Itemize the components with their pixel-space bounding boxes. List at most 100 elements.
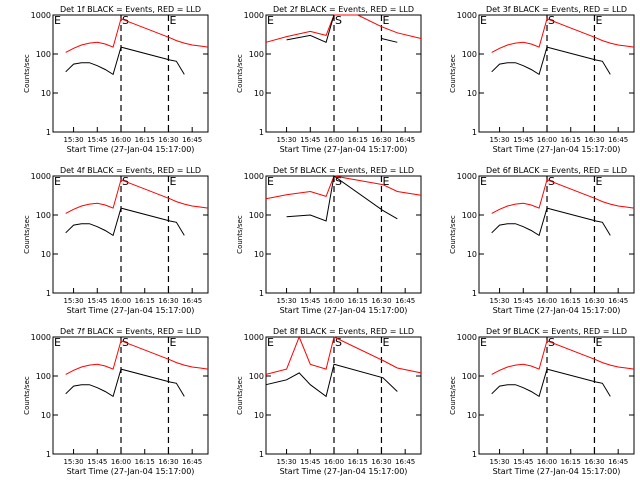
y-tick-label: 1: [259, 128, 264, 137]
x-axis-label: Start Time (27-Jan-04 15:17:00): [67, 306, 195, 315]
x-tick-label: 15:45: [300, 136, 320, 144]
y-tick-label: 100: [462, 50, 477, 59]
x-axis-label: Start Time (27-Jan-04 15:17:00): [493, 145, 621, 154]
panel-title: Det 8f BLACK = Events, RED = LLD: [273, 327, 414, 336]
y-tick-label: 10: [467, 411, 477, 420]
x-tick-label: 16:15: [561, 297, 581, 305]
y-tick-label: 10: [254, 250, 264, 259]
x-tick-label: 16:15: [135, 458, 155, 466]
y-axis-label: Counts/sec: [23, 376, 31, 415]
x-tick-label: 15:45: [300, 458, 320, 466]
series-events: [65, 207, 185, 237]
y-tick-label: 1: [46, 289, 51, 298]
plot-frame: [52, 175, 209, 294]
x-tick-label: 16:00: [324, 136, 344, 144]
x-tick-label: 15:45: [513, 136, 533, 144]
x-tick-label: 16:15: [135, 136, 155, 144]
x-tick-label: 15:45: [513, 458, 533, 466]
x-tick-label: 16:45: [395, 458, 415, 466]
series-lld: [65, 18, 209, 53]
x-tick-label: 16:45: [182, 136, 202, 144]
x-tick-label: 16:45: [182, 458, 202, 466]
marker-label: E: [54, 175, 61, 188]
panel-title: Det 5f BLACK = Events, RED = LLD: [273, 166, 414, 175]
x-tick-label: 16:00: [324, 297, 344, 305]
marker-label: E: [382, 175, 389, 188]
marker-label: E: [54, 336, 61, 349]
x-tick-label: 16:45: [608, 458, 628, 466]
x-tick-label: 16:30: [371, 297, 391, 305]
y-tick-label: 1000: [31, 172, 51, 181]
x-tick-label: 15:30: [63, 458, 83, 466]
series-lld: [265, 335, 422, 375]
series-lld: [491, 18, 635, 53]
y-axis-label: Counts/sec: [236, 376, 244, 415]
series-events: [265, 363, 398, 398]
plot-frame: [265, 175, 422, 294]
x-tick-label: 16:45: [395, 136, 415, 144]
x-tick-label: 15:45: [87, 297, 107, 305]
x-tick-label: 15:30: [276, 297, 296, 305]
x-tick-label: 16:15: [561, 136, 581, 144]
series-events: [65, 46, 185, 76]
y-tick-label: 1: [259, 450, 264, 459]
marker-label: E: [595, 14, 602, 27]
marker-label: E: [267, 14, 274, 27]
x-tick-label: 16:30: [584, 136, 604, 144]
x-tick-label: 16:00: [111, 458, 131, 466]
y-tick-label: 1000: [31, 333, 51, 342]
series-events: [286, 14, 398, 43]
plot-frame: [478, 175, 635, 294]
series-events: [491, 207, 611, 237]
x-axis-label: Start Time (27-Jan-04 15:17:00): [493, 467, 621, 476]
y-tick-label: 100: [36, 50, 51, 59]
x-tick-label: 16:15: [561, 458, 581, 466]
y-tick-label: 1000: [244, 333, 264, 342]
plot-frame: [478, 336, 635, 455]
y-tick-label: 1: [46, 128, 51, 137]
x-axis-label: Start Time (27-Jan-04 15:17:00): [493, 306, 621, 315]
y-tick-label: 1000: [457, 11, 477, 20]
y-tick-label: 1000: [457, 172, 477, 181]
x-axis-label: Start Time (27-Jan-04 15:17:00): [280, 467, 408, 476]
x-tick-label: 16:00: [111, 136, 131, 144]
x-tick-label: 15:30: [489, 136, 509, 144]
panel-title: Det 3f BLACK = Events, RED = LLD: [486, 5, 627, 14]
x-axis-label: Start Time (27-Jan-04 15:17:00): [67, 467, 195, 476]
x-tick-label: 16:00: [537, 136, 557, 144]
panel-title: Det 1f BLACK = Events, RED = LLD: [60, 5, 201, 14]
plot-frame: [52, 336, 209, 455]
x-tick-label: 16:45: [182, 297, 202, 305]
y-axis-label: Counts/sec: [449, 215, 457, 254]
x-tick-label: 16:15: [348, 136, 368, 144]
panel-title: Det 4f BLACK = Events, RED = LLD: [60, 166, 201, 175]
y-tick-label: 10: [41, 89, 51, 98]
y-axis-label: Counts/sec: [449, 54, 457, 93]
x-tick-label: 16:15: [135, 297, 155, 305]
marker-label: E: [169, 336, 176, 349]
x-tick-label: 16:00: [111, 297, 131, 305]
y-axis-label: Counts/sec: [449, 376, 457, 415]
x-tick-label: 16:30: [158, 136, 178, 144]
x-tick-label: 15:45: [87, 458, 107, 466]
y-tick-label: 10: [41, 411, 51, 420]
series-lld: [65, 179, 209, 214]
x-tick-label: 15:30: [63, 136, 83, 144]
x-tick-label: 16:00: [537, 297, 557, 305]
y-tick-label: 1: [46, 450, 51, 459]
panel-title: Det 2f BLACK = Events, RED = LLD: [273, 5, 414, 14]
y-axis-label: Counts/sec: [23, 215, 31, 254]
y-tick-label: 1000: [244, 172, 264, 181]
y-tick-label: 1000: [31, 11, 51, 20]
series-events: [491, 46, 611, 76]
y-tick-label: 100: [462, 211, 477, 220]
series-lld: [65, 340, 209, 375]
y-axis-label: Counts/sec: [23, 54, 31, 93]
x-tick-label: 16:30: [158, 458, 178, 466]
series-lld: [265, 175, 422, 200]
